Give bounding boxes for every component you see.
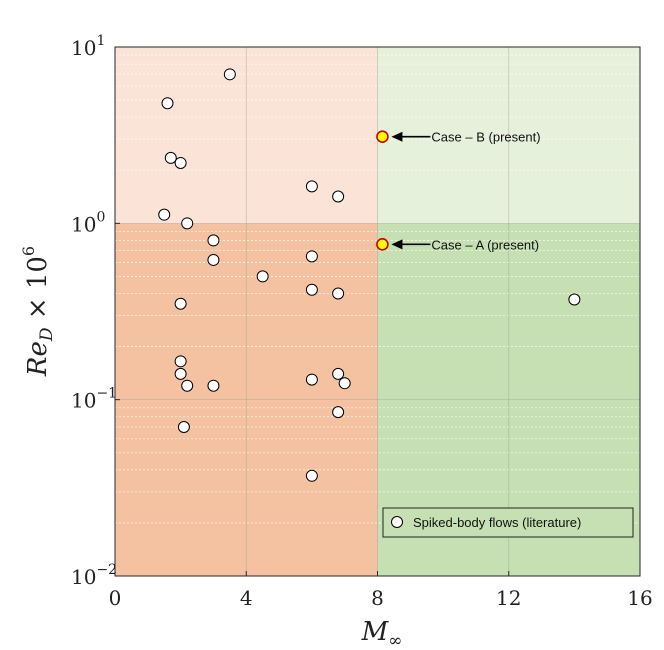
data-point: [161, 97, 174, 110]
data-point: [177, 420, 190, 433]
present-case-point: [376, 238, 389, 251]
data-point: [338, 377, 351, 390]
annotation-arrow-head: [391, 131, 403, 142]
minor-gridlines: [115, 54, 640, 524]
data-point: [181, 217, 194, 230]
data-point: [305, 373, 318, 386]
data-point: [568, 293, 581, 306]
data-point: [207, 253, 220, 266]
data-point: [332, 287, 345, 300]
y-tick-label: 101: [71, 33, 105, 60]
y-tick-label: 10−2: [71, 562, 117, 589]
legend-label: Spiked-body flows (literature): [413, 515, 581, 530]
data-point: [181, 379, 194, 392]
data-point: [174, 156, 187, 169]
x-tick-label: 8: [371, 586, 384, 610]
annotation-arrows: Case – B (present) Case – A (present): [391, 130, 541, 252]
x-tick-label: 12: [496, 586, 521, 610]
data-point: [207, 234, 220, 247]
data-point: [256, 270, 269, 283]
present-case-point: [376, 130, 389, 143]
data-point: [332, 190, 345, 203]
legend-marker: [391, 516, 403, 528]
data-point: [174, 355, 187, 368]
data-point: [305, 469, 318, 482]
x-tick-label: 4: [240, 586, 253, 610]
data-point: [305, 180, 318, 193]
y-axis-title: ReD × 106: [19, 246, 57, 377]
data-point: [305, 283, 318, 296]
annotation-label: Case – A (present): [431, 237, 539, 252]
x-ticks: 0 4 8 12 16: [109, 571, 653, 610]
data-points: [158, 68, 581, 482]
y-ticks: 10−2 10−1 100 101: [71, 33, 120, 589]
legend-box: [382, 507, 634, 538]
data-point: [158, 208, 171, 221]
x-tick-label: 16: [627, 586, 652, 610]
data-point: [305, 250, 318, 263]
legend: Spiked-body flows (literature): [382, 507, 634, 538]
data-point: [174, 297, 187, 310]
x-tick-label: 0: [109, 586, 122, 610]
annotation-arrow-head: [391, 239, 403, 250]
y-tick-label: 10−1: [71, 386, 117, 413]
data-point: [332, 406, 345, 419]
data-point: [174, 367, 187, 380]
data-point: [207, 379, 220, 392]
annotation-label: Case – B (present): [431, 130, 540, 145]
data-point: [164, 151, 177, 164]
x-axis-title: M∞: [361, 617, 403, 650]
data-point: [332, 367, 345, 380]
data-point: [223, 68, 236, 81]
y-tick-label: 100: [71, 209, 105, 236]
